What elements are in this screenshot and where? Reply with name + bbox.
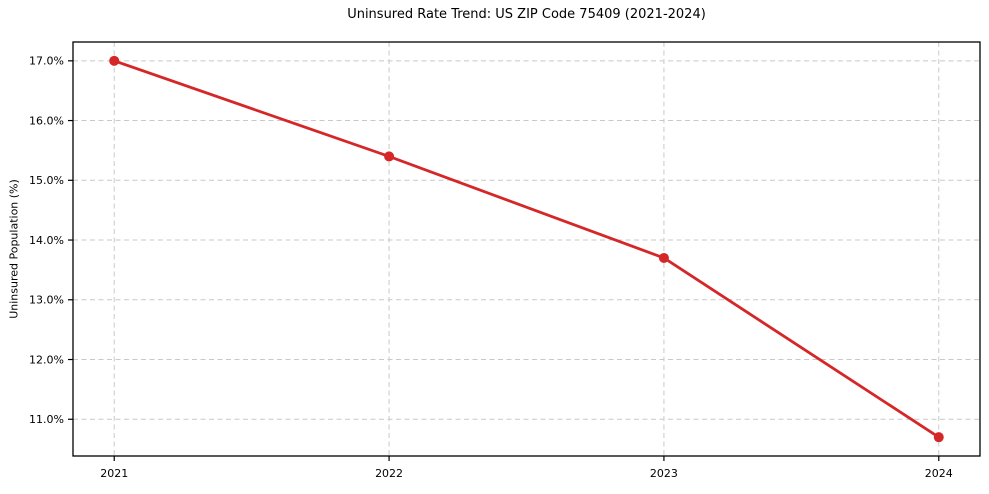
y-tick-label: 14.0% (29, 234, 64, 247)
trend-line (112, 59, 941, 439)
data-point-marker (933, 432, 944, 443)
y-tick-label: 13.0% (29, 294, 64, 307)
plot-border (72, 41, 981, 457)
y-tick-label: 15.0% (29, 174, 64, 187)
y-tick-label: 11.0% (29, 413, 64, 426)
x-tick-label: 2024 (925, 467, 953, 480)
chart-title: Uninsured Rate Trend: US ZIP Code 75409 … (347, 7, 706, 22)
x-tick-label: 2021 (100, 467, 128, 480)
y-tick-label: 16.0% (29, 114, 64, 127)
y-tick-label: 12.0% (29, 353, 64, 366)
x-tick-label: 2022 (375, 467, 403, 480)
x-tick-label: 2023 (650, 467, 678, 480)
data-point-marker (658, 252, 669, 263)
y-axis-label: Uninsured Population (%) (7, 179, 21, 319)
data-point-marker (109, 55, 120, 66)
y-tick-label: 17.0% (29, 55, 64, 68)
data-point-marker (384, 151, 395, 162)
